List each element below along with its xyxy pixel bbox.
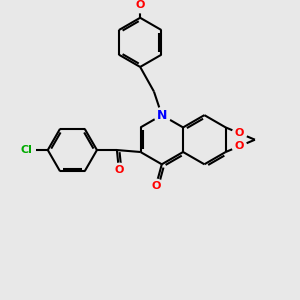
Text: N: N: [157, 109, 167, 122]
Text: O: O: [234, 128, 244, 138]
Text: O: O: [151, 181, 160, 191]
Text: Cl: Cl: [20, 145, 32, 155]
Text: O: O: [234, 142, 244, 152]
Text: O: O: [114, 165, 124, 175]
Text: O: O: [136, 0, 145, 10]
